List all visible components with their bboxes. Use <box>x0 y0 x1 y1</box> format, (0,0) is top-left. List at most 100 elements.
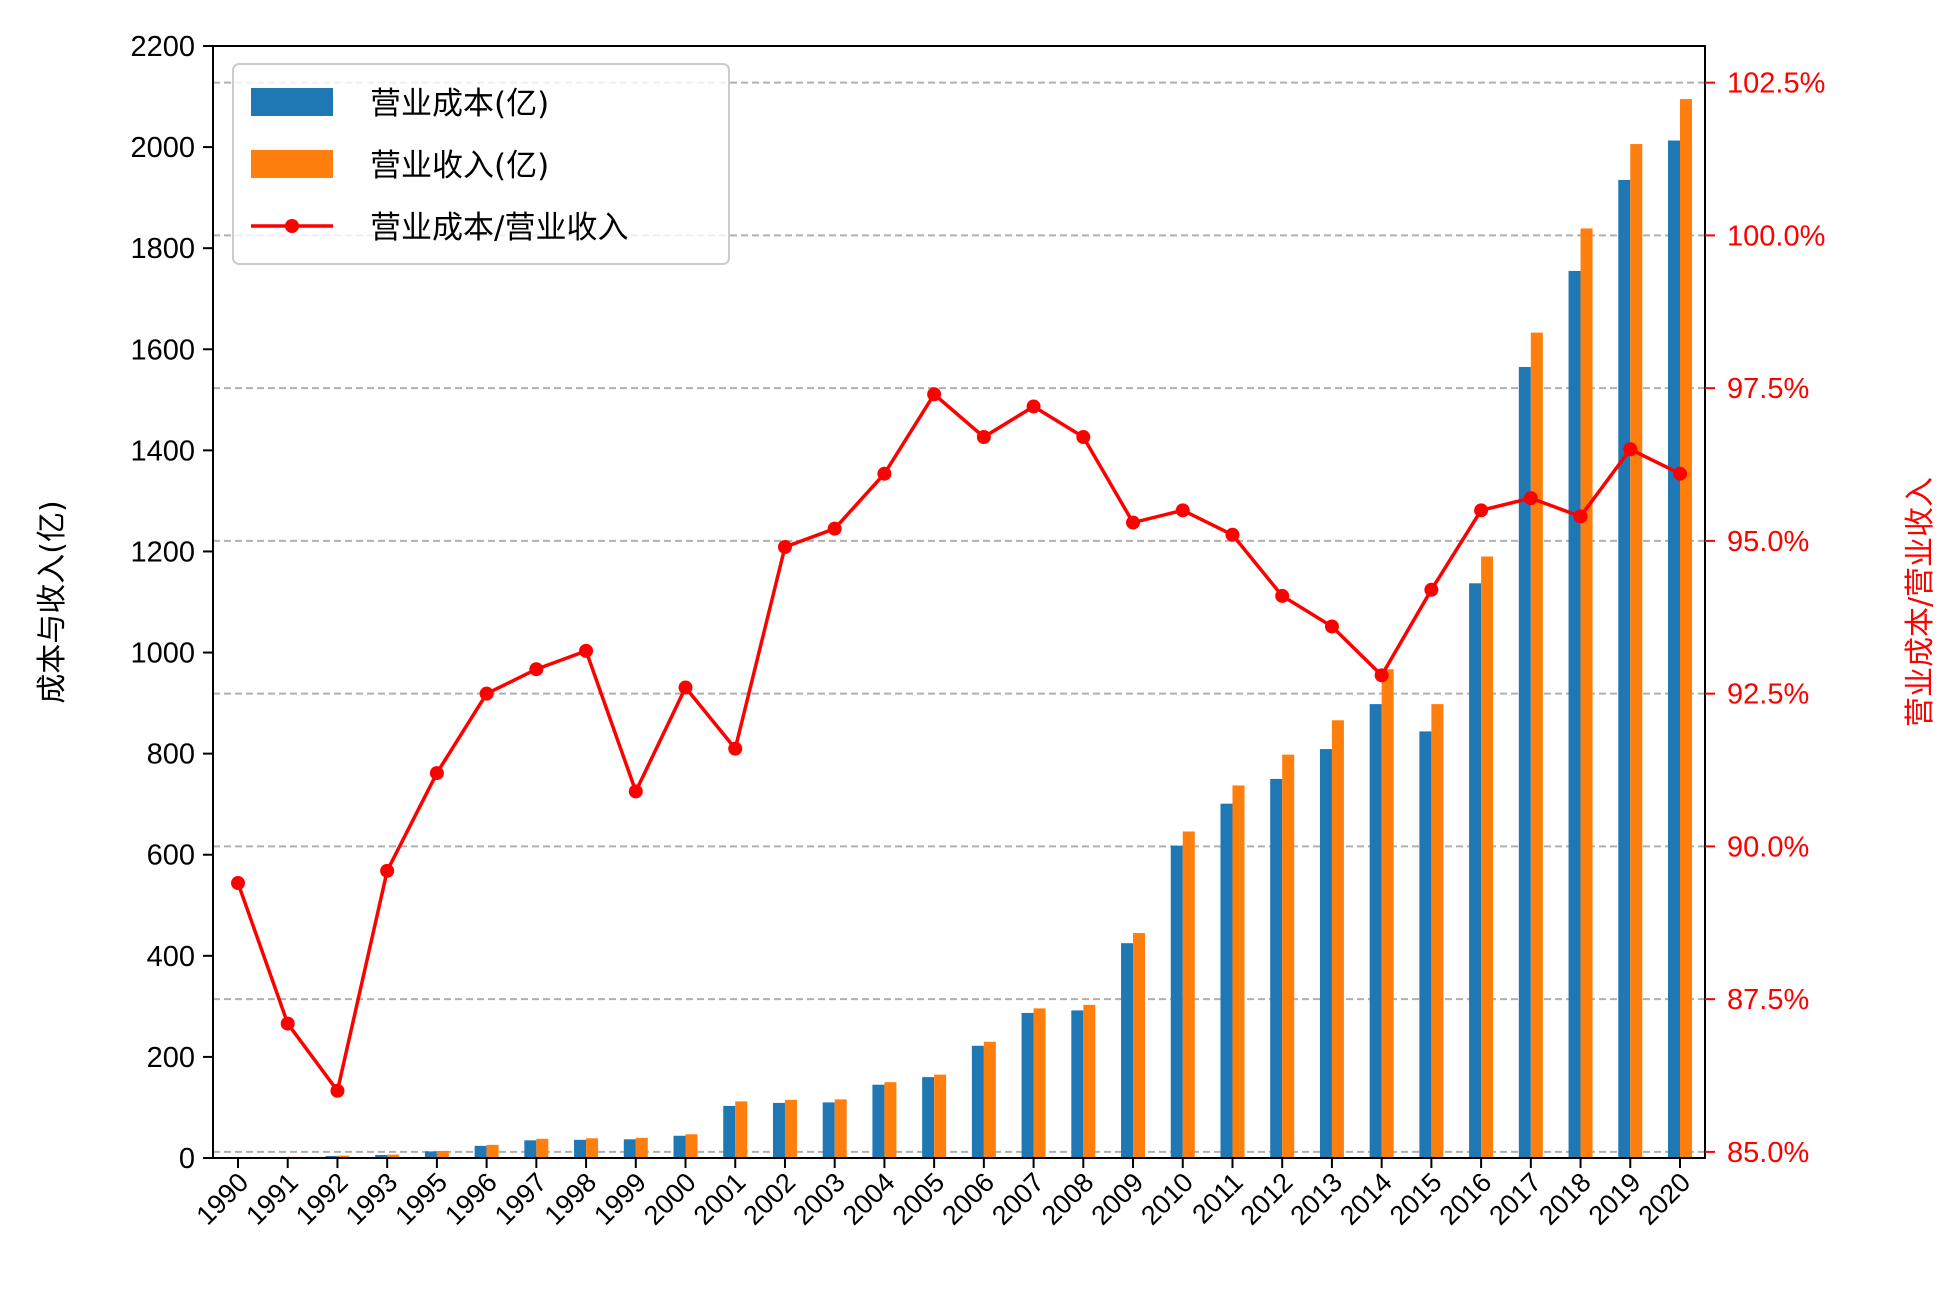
bar-revenue <box>1680 99 1692 1158</box>
bar-revenue <box>835 1099 847 1158</box>
x-tick-label: 1993 <box>340 1167 404 1231</box>
bar-cost <box>823 1102 835 1158</box>
y-tick-label-left: 400 <box>147 941 195 973</box>
bar-revenue <box>437 1151 449 1158</box>
bar-revenue <box>1183 831 1195 1158</box>
ratio-point <box>1275 589 1289 603</box>
bar-revenue <box>536 1139 548 1158</box>
ratio-point <box>927 387 941 401</box>
bar-revenue <box>884 1082 896 1158</box>
legend-label-revenue: 营业收入(亿) <box>370 148 549 184</box>
ratio-point <box>1375 668 1389 682</box>
x-tick-label: 2007 <box>986 1167 1050 1231</box>
x-axis: 1990199119921993199519961997199819992000… <box>191 1158 1697 1231</box>
bar-cost <box>1220 804 1232 1158</box>
ratio-point <box>1574 509 1588 523</box>
y-tick-label-right: 100.0% <box>1727 220 1825 252</box>
y-axis-left: 0 200 400 600 800 1000 1200 1400 1600 1800 2000 220… <box>130 31 213 1175</box>
legend-label-ratio: 营业成本/营业收入 <box>370 210 628 246</box>
x-tick-label: 2018 <box>1533 1167 1597 1231</box>
y-tick-label-left: 1000 <box>130 638 195 670</box>
ratio-point <box>977 430 991 444</box>
y-axis-right: 85.0% 87.5% 90.0% 92.5% 95.0% 97.5% 100.0% 102.… <box>1705 68 1825 1169</box>
bar-cost <box>922 1077 934 1158</box>
bar-cost <box>1071 1010 1083 1158</box>
y-tick-label-left: 800 <box>147 739 195 771</box>
ratio-point <box>579 644 593 658</box>
x-tick-label: 2020 <box>1633 1167 1697 1231</box>
y-tick-label-left: 1800 <box>130 233 195 265</box>
ratio-point <box>1424 583 1438 597</box>
bar-revenue <box>487 1145 499 1158</box>
x-tick-label: 2017 <box>1483 1167 1547 1231</box>
y-tick-label-left: 0 <box>179 1143 195 1175</box>
x-tick-label: 2008 <box>1036 1167 1100 1231</box>
bar-cost <box>1668 141 1680 1158</box>
ratio-point <box>529 662 543 676</box>
bar-cost <box>1022 1013 1034 1158</box>
bar-cost <box>972 1046 984 1158</box>
y-tick-label-right: 102.5% <box>1727 68 1825 100</box>
bar-revenue <box>984 1042 996 1158</box>
x-tick-label: 2012 <box>1235 1167 1299 1231</box>
bar-revenue <box>1232 785 1244 1158</box>
bar-revenue <box>1481 557 1493 1158</box>
x-tick-label: 2006 <box>936 1167 1000 1231</box>
x-tick-label: 2003 <box>787 1167 851 1231</box>
ratio-point <box>1623 442 1637 456</box>
legend: 营业成本(亿) 营业收入(亿) 营业成本/营业收入 <box>233 64 729 264</box>
bar-revenue <box>1581 228 1593 1158</box>
ratio-point <box>629 784 643 798</box>
bar-revenue <box>785 1100 797 1158</box>
bar-revenue <box>686 1134 698 1158</box>
ratio-point <box>1076 430 1090 444</box>
x-tick-label: 2014 <box>1334 1167 1398 1231</box>
y-tick-label-right: 97.5% <box>1727 373 1809 405</box>
y-axis-label-left: 成本与收入(亿) <box>35 500 70 703</box>
ratio-point <box>1126 516 1140 530</box>
ratio-line-path <box>238 394 1680 1091</box>
legend-label-cost: 营业成本(亿) <box>370 86 549 122</box>
x-tick-label: 2001 <box>688 1167 752 1231</box>
x-tick-label: 1996 <box>439 1167 503 1231</box>
bar-revenue <box>1431 704 1443 1158</box>
y-tick-label-left: 1200 <box>130 536 195 568</box>
x-tick-label: 1991 <box>240 1167 304 1231</box>
x-tick-label: 1999 <box>588 1167 652 1231</box>
x-tick-label: 2004 <box>837 1167 901 1231</box>
bar-cost <box>674 1136 686 1158</box>
legend-swatch-cost <box>251 88 333 116</box>
bar-cost <box>872 1085 884 1158</box>
ratio-point <box>1673 467 1687 481</box>
x-tick-label: 2019 <box>1583 1167 1647 1231</box>
x-tick-label: 2005 <box>887 1167 951 1231</box>
x-tick-label: 2011 <box>1186 1167 1248 1229</box>
ratio-point <box>828 522 842 536</box>
bar-cost <box>475 1146 487 1158</box>
y-tick-label-right: 92.5% <box>1727 679 1809 711</box>
bar-cost <box>1270 779 1282 1158</box>
ratio-point <box>231 876 245 890</box>
y-tick-label-right: 87.5% <box>1727 984 1809 1016</box>
y-tick-label-right: 90.0% <box>1727 831 1809 863</box>
y-tick-label-left: 600 <box>147 840 195 872</box>
bar-revenue <box>1083 1005 1095 1158</box>
y-tick-label-left: 200 <box>147 1042 195 1074</box>
bar-revenue <box>1282 755 1294 1158</box>
ratio-point <box>679 681 693 695</box>
bar-cost <box>723 1106 735 1158</box>
ratio-point <box>480 687 494 701</box>
x-tick-label: 2000 <box>638 1167 702 1231</box>
x-tick-label: 2016 <box>1434 1167 1498 1231</box>
x-tick-label: 1995 <box>389 1167 453 1231</box>
bar-cost <box>1320 749 1332 1158</box>
x-tick-label: 2009 <box>1086 1167 1150 1231</box>
bar-cost <box>1171 846 1183 1158</box>
ratio-point <box>1225 528 1239 542</box>
ratio-point <box>1325 619 1339 633</box>
bar-cost <box>1519 367 1531 1158</box>
legend-swatch-revenue <box>251 150 333 178</box>
ratio-point <box>1176 503 1190 517</box>
bar-revenue <box>586 1138 598 1158</box>
